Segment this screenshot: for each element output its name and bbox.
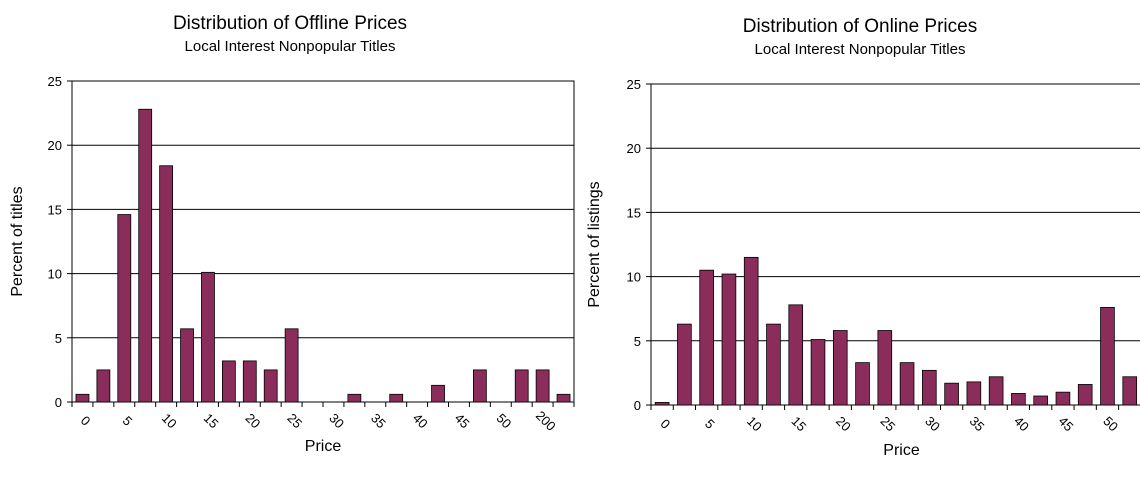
bar [832, 330, 848, 406]
y-tick-label: 0 [55, 395, 62, 410]
bar [556, 393, 571, 403]
bar [242, 360, 257, 403]
bar [159, 165, 174, 403]
bar [138, 108, 153, 403]
x-tick-label: 30 [922, 413, 943, 434]
x-tick-label: 25 [878, 413, 899, 434]
bar [810, 339, 826, 406]
bar [1122, 376, 1138, 406]
bar [75, 393, 90, 403]
bar [877, 330, 893, 406]
y-tick-label: 5 [55, 331, 62, 346]
y-tick-label: 5 [634, 334, 641, 349]
x-tick-label: 5 [702, 416, 718, 432]
bar [180, 328, 194, 403]
x-axis-label: Price [305, 438, 342, 455]
y-tick-label: 20 [627, 141, 641, 156]
y-tick-label: 15 [48, 202, 62, 217]
bar [677, 323, 692, 406]
bar [699, 269, 714, 406]
x-axis-label: Price [883, 442, 920, 459]
chart-plot: 051015202505101520253035404550200PricePe… [586, 77, 1140, 459]
bar [1077, 384, 1093, 406]
bar [944, 382, 959, 406]
bar [922, 369, 937, 406]
bar [431, 384, 445, 403]
bar [721, 273, 737, 406]
bar [1033, 395, 1048, 406]
bar [535, 369, 550, 403]
chart-title: Distribution of Offline Prices [172, 13, 408, 34]
bar [472, 369, 487, 403]
y-tick-label: 25 [48, 74, 62, 89]
x-tick-label: 40 [410, 410, 431, 431]
x-tick-label: 35 [368, 410, 389, 431]
bar [389, 393, 404, 403]
bar [743, 256, 759, 406]
bar [855, 362, 870, 406]
x-tick-label: 5 [120, 413, 136, 429]
chart-subtitle: Local Interest Nonpopular Titles [184, 38, 396, 55]
bar [654, 402, 670, 406]
bar [899, 362, 915, 406]
bar [263, 369, 278, 403]
y-tick-label: 20 [48, 138, 62, 153]
y-tick-label: 25 [627, 77, 641, 92]
x-tick-label: 35 [967, 413, 988, 434]
chart-offline-prices: Distribution of Offline Prices Local Int… [9, 13, 575, 455]
bar [201, 271, 215, 403]
y-tick-label: 15 [627, 205, 641, 220]
x-tick-label: 30 [326, 410, 347, 431]
y-tick-label: 0 [634, 398, 641, 413]
x-tick-label: 20 [833, 413, 854, 434]
chart-online-prices: Distribution of Online Prices Local Inte… [580, 0, 1140, 481]
x-tick-label: 200 [533, 408, 559, 434]
y-tick-label: 10 [627, 270, 641, 285]
bar [766, 323, 781, 406]
bar [966, 381, 982, 406]
x-tick-label: 45 [1056, 413, 1077, 434]
x-tick-label: 10 [744, 413, 765, 434]
x-tick-label: 15 [201, 410, 222, 431]
x-tick-label: 45 [452, 410, 473, 431]
chart-plot: 0 5 10 15 20 25 0 5 10 15 20 25 30 35 40 45 50 200 Price Pe… [9, 74, 575, 455]
chart-subtitle: Local Interest Nonpopular Titles [754, 41, 966, 58]
x-tick-label: 20 [243, 410, 264, 431]
x-tick-label: 15 [788, 413, 809, 434]
y-tick-label: 10 [48, 267, 62, 282]
bar [347, 393, 362, 403]
bar [284, 328, 299, 403]
chart-title: Distribution of Online Prices [742, 16, 978, 37]
bar [788, 304, 804, 406]
bar [96, 369, 111, 403]
y-axis-label: Percent of titles [9, 186, 26, 296]
bar [988, 376, 1004, 406]
x-tick-label: 0 [657, 416, 673, 432]
x-tick-label: 0 [78, 413, 94, 429]
bar [1055, 391, 1071, 406]
x-tick-label: 50 [494, 410, 515, 431]
y-axis-label: Percent of listings [586, 181, 603, 307]
x-tick-label: 40 [1011, 413, 1032, 434]
x-tick-label: 10 [159, 410, 180, 431]
x-tick-label: 25 [284, 410, 305, 431]
x-tick-label: 50 [1100, 413, 1121, 434]
bar [1011, 393, 1026, 406]
bar [1100, 307, 1115, 406]
bar [117, 214, 132, 403]
bar [514, 369, 529, 403]
bar [221, 360, 236, 403]
